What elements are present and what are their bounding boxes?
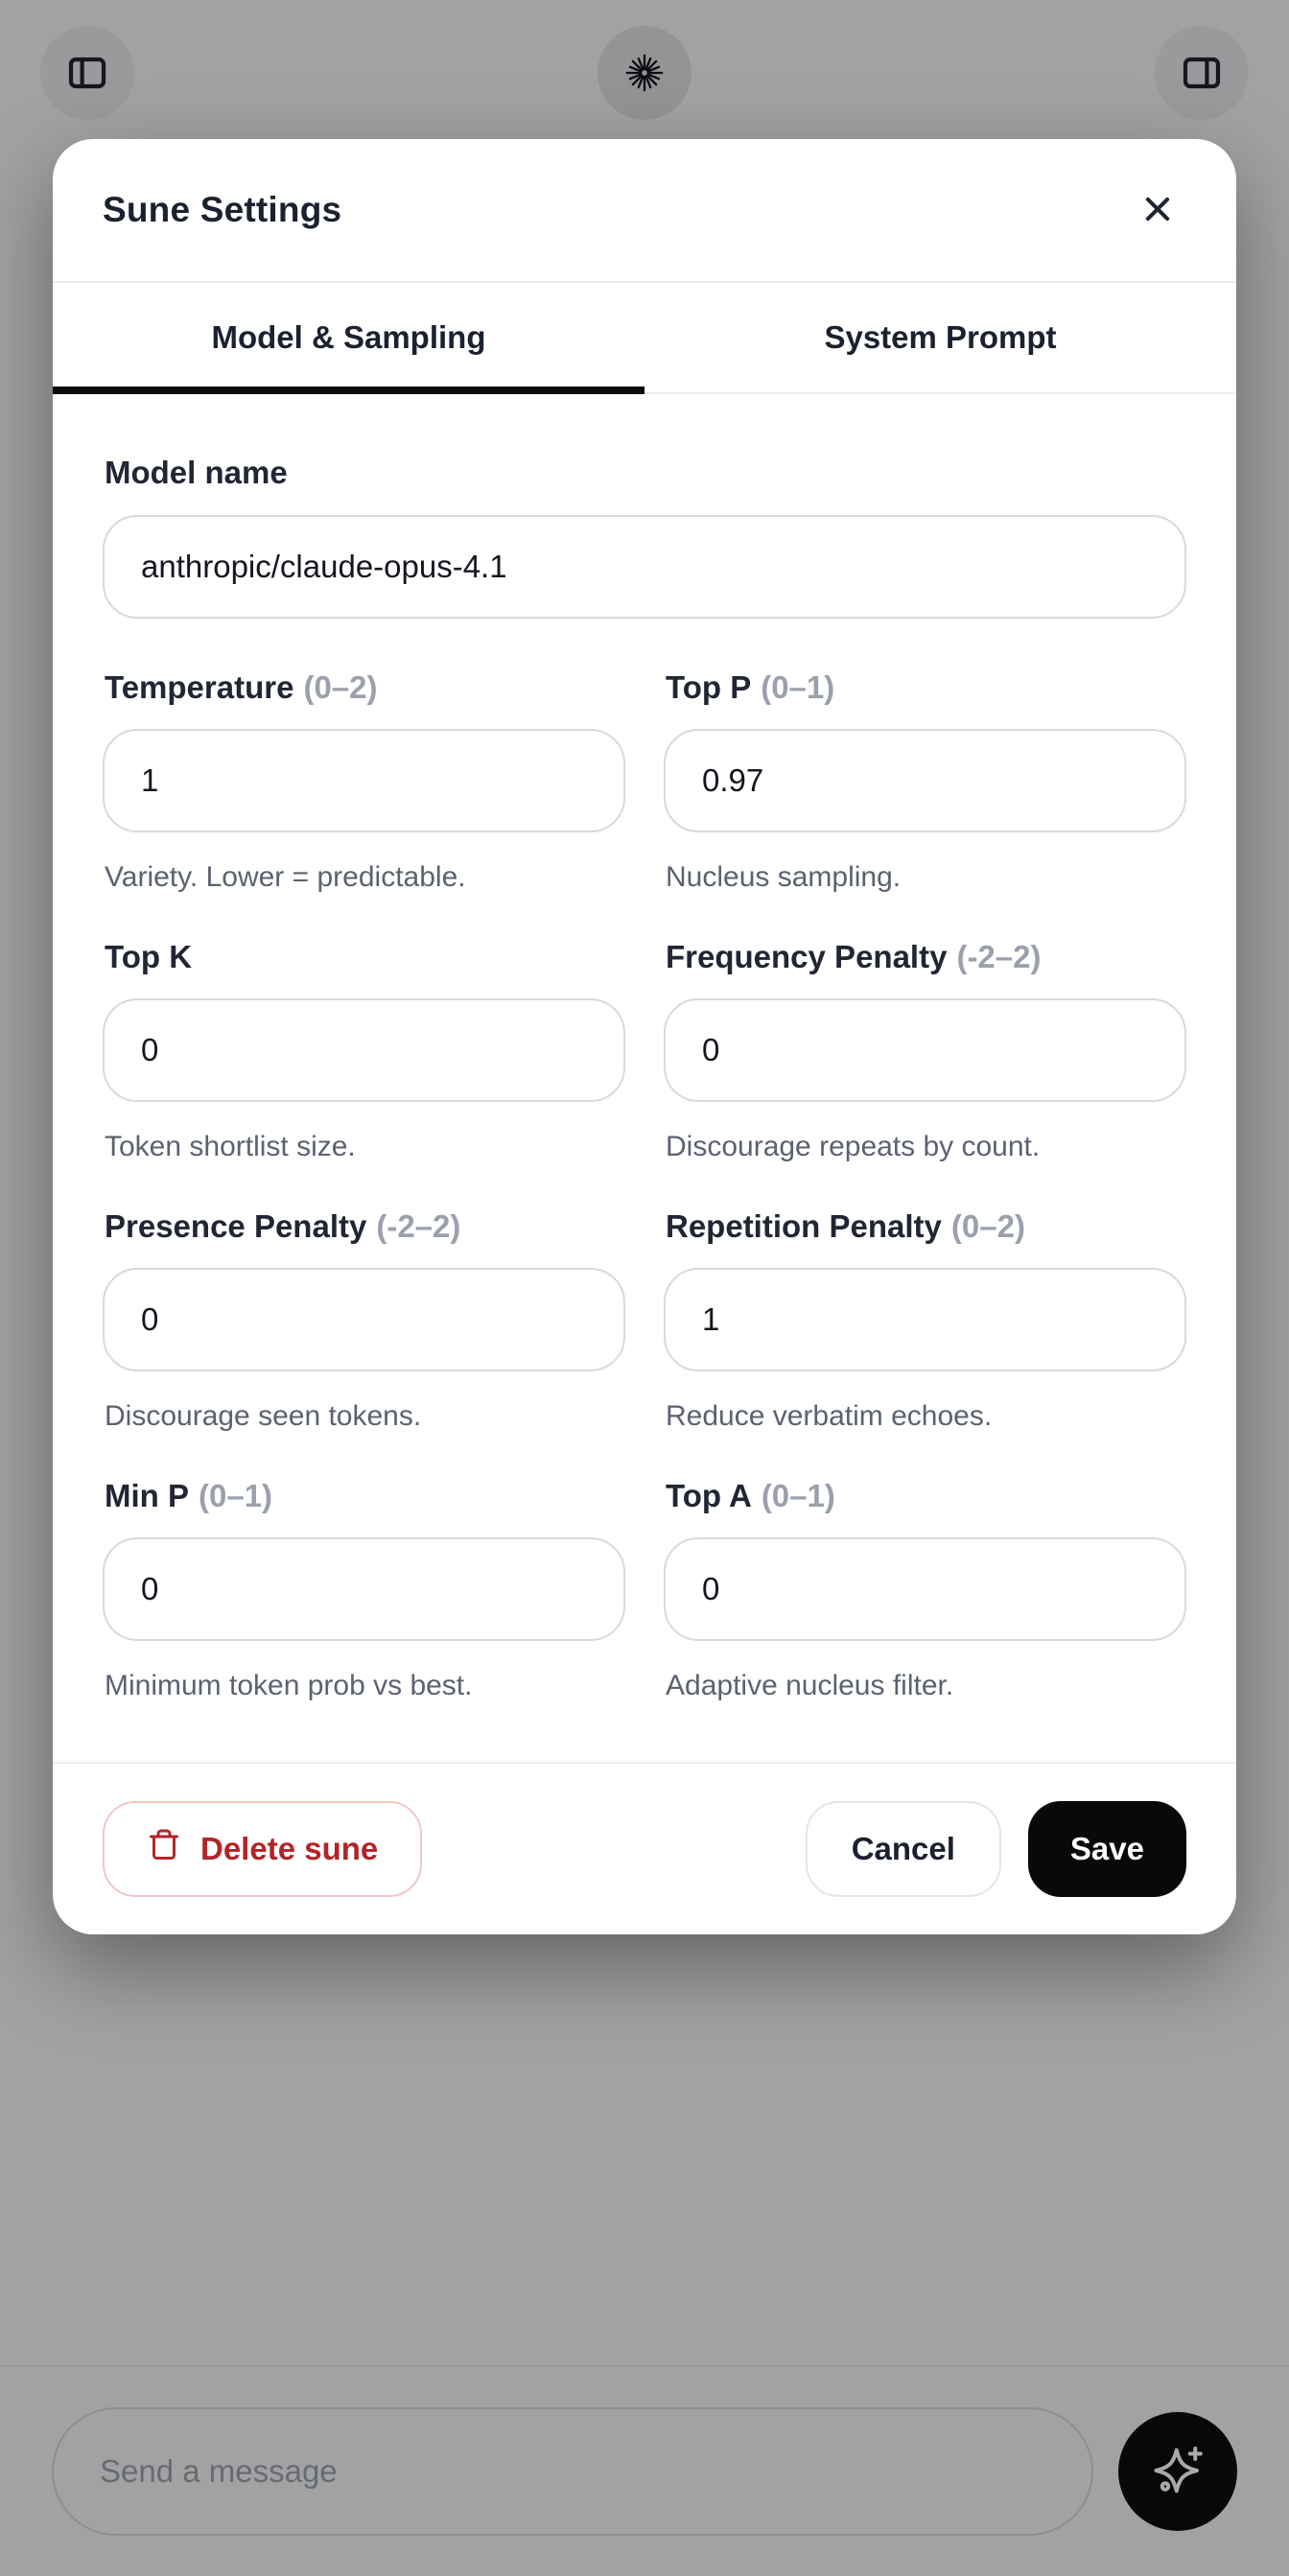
model-name-label: Model name (105, 455, 288, 490)
repetition-penalty-field: Repetition Penalty(0–2) Reduce verbatim … (664, 1207, 1186, 1435)
temperature-input[interactable] (103, 729, 625, 833)
top-a-label: Top A (666, 1477, 752, 1513)
frequency-penalty-field: Frequency Penalty(-2–2) Discourage repea… (664, 938, 1186, 1165)
dialog-title: Sune Settings (103, 190, 342, 229)
panel-left-icon (64, 50, 110, 96)
tab-model-sampling[interactable]: Model & Sampling (53, 283, 644, 394)
repetition-penalty-help: Reduce verbatim echoes. (666, 1400, 993, 1433)
top-k-help: Token shortlist size. (105, 1131, 356, 1163)
top-a-range: (0–1) (761, 1477, 835, 1513)
delete-sune-label: Delete sune (200, 1831, 379, 1866)
temperature-label: Temperature (105, 668, 294, 705)
save-button[interactable]: Save (1027, 1801, 1186, 1897)
temperature-field: Temperature(0–2) Variety. Lower = predic… (103, 668, 625, 896)
temperature-help: Variety. Lower = predictable. (105, 861, 466, 894)
model-name-input[interactable] (103, 514, 1186, 619)
top-p-help: Nucleus sampling. (666, 861, 902, 894)
tab-system-prompt[interactable]: System Prompt (644, 283, 1236, 392)
panel-right-icon (1179, 50, 1225, 96)
presence-penalty-label: Presence Penalty (105, 1207, 367, 1244)
message-composer (0, 2365, 1289, 2576)
top-p-range: (0–1) (761, 668, 835, 705)
top-a-field: Top A(0–1) Adaptive nucleus filter. (664, 1477, 1186, 1704)
top-k-label: Top K (105, 938, 193, 974)
delete-sune-button[interactable]: Delete sune (103, 1801, 423, 1897)
cancel-button[interactable]: Cancel (805, 1801, 1001, 1897)
dialog-header: Sune Settings (53, 139, 1236, 283)
sparkles-icon (1149, 2442, 1207, 2502)
top-p-input[interactable] (664, 729, 1186, 833)
close-button[interactable] (1131, 182, 1184, 239)
repetition-penalty-input[interactable] (664, 1268, 1186, 1372)
footer-actions: Cancel Save (805, 1801, 1186, 1897)
settings-form: Model name Temperature(0–2) Variety. Low… (53, 394, 1236, 1762)
frequency-penalty-input[interactable] (664, 998, 1186, 1103)
top-p-field: Top P(0–1) Nucleus sampling. (664, 668, 1186, 896)
temperature-range: (0–2) (303, 668, 378, 705)
sampling-grid: Temperature(0–2) Variety. Lower = predic… (103, 668, 1186, 1746)
top-p-label: Top P (666, 668, 752, 705)
dialog-footer: Delete sune Cancel Save (53, 1762, 1236, 1934)
min-p-help: Minimum token prob vs best. (105, 1670, 473, 1702)
top-a-input[interactable] (664, 1537, 1186, 1642)
min-p-input[interactable] (103, 1537, 625, 1642)
presence-penalty-input[interactable] (103, 1268, 625, 1372)
sune-settings-dialog: Sune Settings Model & Sampling System Pr… (53, 139, 1236, 1934)
frequency-penalty-label: Frequency Penalty (666, 938, 948, 974)
sidebar-toggle-button[interactable] (40, 26, 134, 120)
repetition-penalty-range: (0–2) (950, 1207, 1025, 1244)
settings-tabs: Model & Sampling System Prompt (53, 283, 1236, 394)
starburst-icon (622, 51, 667, 95)
frequency-penalty-help: Discourage repeats by count. (666, 1131, 1041, 1163)
presence-penalty-range: (-2–2) (376, 1207, 461, 1244)
new-session-button[interactable] (598, 26, 691, 120)
min-p-range: (0–1) (199, 1477, 273, 1513)
right-panel-toggle-button[interactable] (1155, 26, 1249, 120)
top-bar (0, 0, 1289, 146)
top-k-field: Top K Token shortlist size. (103, 938, 625, 1165)
trash-icon (147, 1828, 181, 1870)
presence-penalty-field: Presence Penalty(-2–2) Discourage seen t… (103, 1207, 625, 1435)
top-a-help: Adaptive nucleus filter. (666, 1670, 954, 1702)
presence-penalty-help: Discourage seen tokens. (105, 1400, 422, 1433)
close-icon (1137, 188, 1179, 233)
min-p-field: Min P (0–1) Minimum token prob vs best. (103, 1477, 625, 1704)
frequency-penalty-range: (-2–2) (956, 938, 1042, 974)
top-k-input[interactable] (103, 998, 625, 1103)
sune-button[interactable] (1118, 2412, 1237, 2531)
message-input[interactable] (52, 2407, 1093, 2536)
repetition-penalty-label: Repetition Penalty (666, 1207, 942, 1244)
min-p-label: Min P (105, 1477, 189, 1513)
